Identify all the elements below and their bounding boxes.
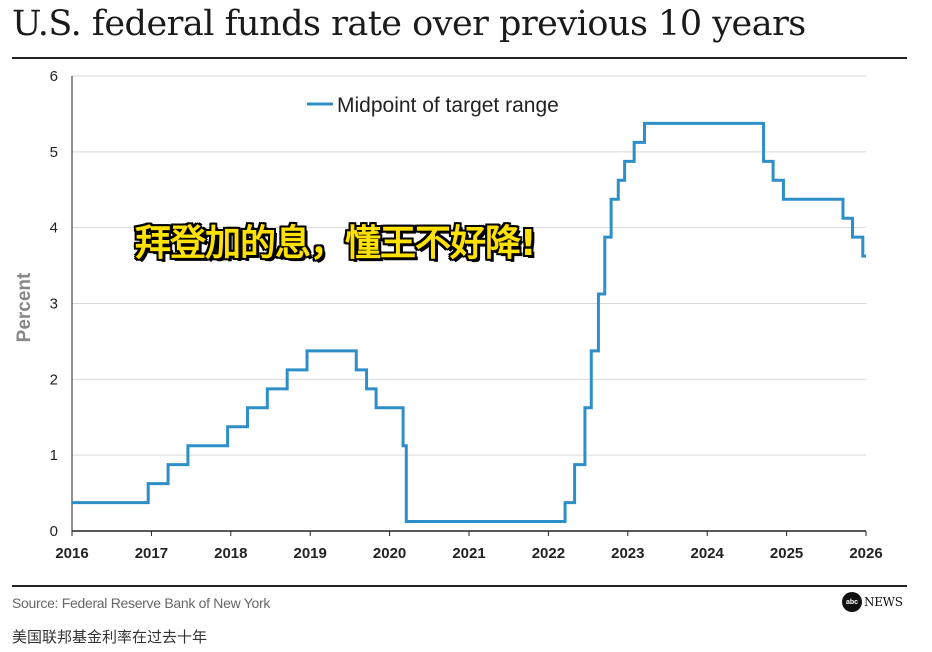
legend-label: Midpoint of target range bbox=[337, 94, 559, 117]
y-tick-labels: 0 1 2 3 4 5 6 bbox=[50, 68, 58, 540]
y-tick-label: 0 bbox=[50, 523, 58, 540]
x-tick-label: 2018 bbox=[214, 545, 247, 562]
x-tick-label: 2024 bbox=[691, 545, 725, 562]
x-tick-label: 2017 bbox=[135, 545, 168, 562]
y-axis-label: Percent bbox=[14, 272, 35, 342]
abc-news-logo: abc NEWS bbox=[842, 592, 903, 612]
top-divider bbox=[12, 57, 907, 59]
source-note: Source: Federal Reserve Bank of New York bbox=[12, 595, 271, 611]
x-tick-label: 2025 bbox=[770, 545, 803, 562]
x-tick-label: 2022 bbox=[532, 545, 565, 562]
gridlines bbox=[72, 75, 866, 456]
legend: Midpoint of target range bbox=[307, 94, 559, 117]
y-tick-label: 1 bbox=[50, 447, 58, 464]
overlay-caption: 拜登加的息，懂王不好降! bbox=[135, 223, 536, 264]
y-tick-label: 6 bbox=[50, 68, 58, 85]
page-caption: 美国联邦基金利率在过去十年 bbox=[12, 629, 208, 646]
x-tick-label: 2023 bbox=[611, 545, 644, 562]
x-tick-label: 2026 bbox=[849, 545, 882, 562]
y-tick-label: 5 bbox=[50, 144, 58, 161]
x-tick-label: 2021 bbox=[452, 545, 485, 562]
x-tick-label: 2016 bbox=[55, 545, 88, 562]
news-wordmark: NEWS bbox=[864, 595, 903, 609]
y-tick-label: 3 bbox=[50, 296, 58, 313]
y-tick-label: 2 bbox=[50, 371, 58, 388]
x-tick-label: 2019 bbox=[294, 545, 327, 562]
chart-title: U.S. federal funds rate over previous 10… bbox=[12, 4, 806, 44]
y-tick-label: 4 bbox=[50, 220, 58, 237]
x-tick-label: 2020 bbox=[373, 545, 406, 562]
series-line-midpoint-target-range bbox=[72, 121, 866, 524]
x-tick-labels: 2016 2017 2018 2019 2020 2021 2022 2023 2024 2025… bbox=[55, 531, 883, 562]
bottom-divider bbox=[12, 585, 907, 587]
abc-badge: abc bbox=[842, 592, 862, 612]
